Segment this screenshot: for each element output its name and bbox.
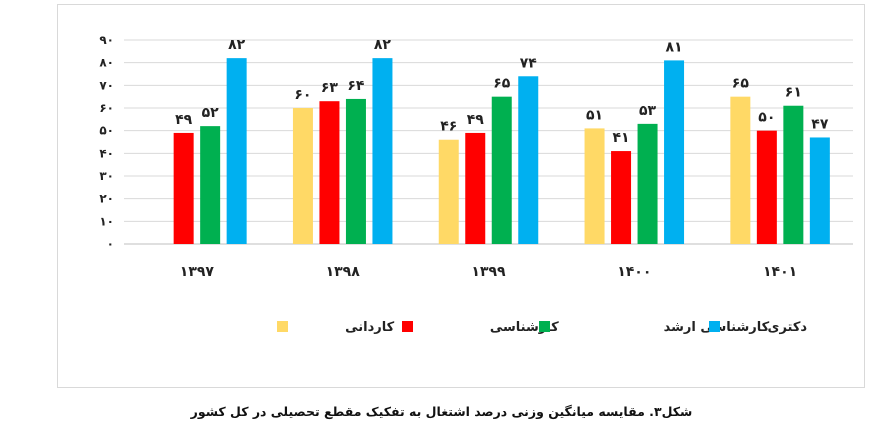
legend-label: دکتری bbox=[768, 320, 808, 335]
data-label: ۴۹ bbox=[467, 112, 485, 128]
data-label: ۸۱ bbox=[666, 39, 683, 55]
data-label: ۶۵ bbox=[732, 76, 750, 92]
data-label: ۴۶ bbox=[440, 119, 457, 135]
bar bbox=[465, 132, 486, 244]
y-tick-label: ۴۰ bbox=[99, 146, 114, 160]
bar bbox=[292, 108, 313, 244]
y-tick-label: ۷۰ bbox=[99, 78, 114, 92]
x-tick-label: ۱۳۹۸ bbox=[326, 264, 361, 280]
legend-swatch bbox=[709, 321, 720, 332]
y-tick-label: ۵۰ bbox=[99, 124, 114, 138]
x-tick-label: ۱۴۰۱ bbox=[763, 264, 797, 280]
legend-swatch bbox=[277, 321, 288, 332]
data-label: ۷۴ bbox=[520, 55, 538, 71]
y-tick-label: ۰ bbox=[107, 237, 114, 251]
x-tick-label: ۱۳۹۹ bbox=[471, 264, 506, 280]
bar bbox=[783, 105, 804, 244]
bar bbox=[809, 137, 830, 244]
data-label: ۴۱ bbox=[613, 130, 630, 146]
bar bbox=[637, 123, 658, 244]
data-label: ۶۰ bbox=[294, 87, 311, 103]
y-tick-label: ۸۰ bbox=[99, 56, 114, 70]
bar bbox=[173, 132, 194, 244]
bar bbox=[345, 98, 366, 244]
data-label: ۶۴ bbox=[347, 78, 365, 94]
y-tick-label: ۲۰ bbox=[99, 192, 114, 206]
data-label: ۵۲ bbox=[202, 105, 220, 121]
x-tick-label: ۱۳۹۷ bbox=[180, 264, 215, 280]
bar bbox=[226, 58, 247, 245]
y-tick-label: ۶۰ bbox=[99, 101, 114, 115]
bar bbox=[200, 126, 221, 244]
bar bbox=[372, 58, 393, 245]
figure-caption: شکل۳. مقایسه میانگین وزنی درصد اشتغال به… bbox=[190, 404, 693, 419]
data-label: ۸۲ bbox=[228, 37, 246, 53]
bar bbox=[664, 60, 685, 245]
bar bbox=[611, 151, 632, 244]
data-label: ۶۱ bbox=[785, 85, 802, 101]
bar bbox=[438, 139, 459, 244]
data-label: ۴۹ bbox=[175, 112, 193, 128]
data-label: ۶۳ bbox=[321, 80, 339, 96]
y-tick-label: ۱۰ bbox=[99, 214, 114, 228]
y-tick-label: ۹۰ bbox=[99, 33, 114, 47]
legend-swatch bbox=[402, 321, 413, 332]
bar-chart: ۰ ۱۰ ۲۰ ۳۰ ۴۰ ۵۰ ۶۰ ۷۰ ۸۰ ۹۰ ۴۹ ۵۲ ۸۲ ۱۳۹۷ ۶۰ ۶۳ ۶۴ ۸۲ ۱۳۹… bbox=[99, 33, 853, 335]
data-label: ۵۳ bbox=[639, 103, 657, 119]
data-label: ۶۵ bbox=[493, 76, 511, 92]
bar bbox=[584, 128, 605, 244]
chart-frame: ۰ ۱۰ ۲۰ ۳۰ ۴۰ ۵۰ ۶۰ ۷۰ ۸۰ ۹۰ ۴۹ ۵۲ ۸۲ ۱۳۹۷ ۶۰ ۶۳ ۶۴ ۸۲ ۱۳۹… bbox=[57, 4, 865, 388]
bar bbox=[319, 101, 340, 244]
legend-label: کاردانی bbox=[345, 320, 395, 335]
x-tick-label: ۱۴۰۰ bbox=[617, 264, 651, 280]
data-label: ۸۲ bbox=[374, 37, 392, 53]
y-tick-label: ۳۰ bbox=[99, 169, 114, 183]
bar bbox=[518, 76, 539, 245]
bar bbox=[730, 96, 751, 245]
data-label: ۴۷ bbox=[811, 116, 829, 132]
bar bbox=[756, 130, 777, 244]
data-label: ۵۰ bbox=[758, 110, 775, 126]
legend-swatch bbox=[539, 321, 550, 332]
bar bbox=[491, 96, 512, 245]
data-label: ۵۱ bbox=[586, 107, 603, 123]
